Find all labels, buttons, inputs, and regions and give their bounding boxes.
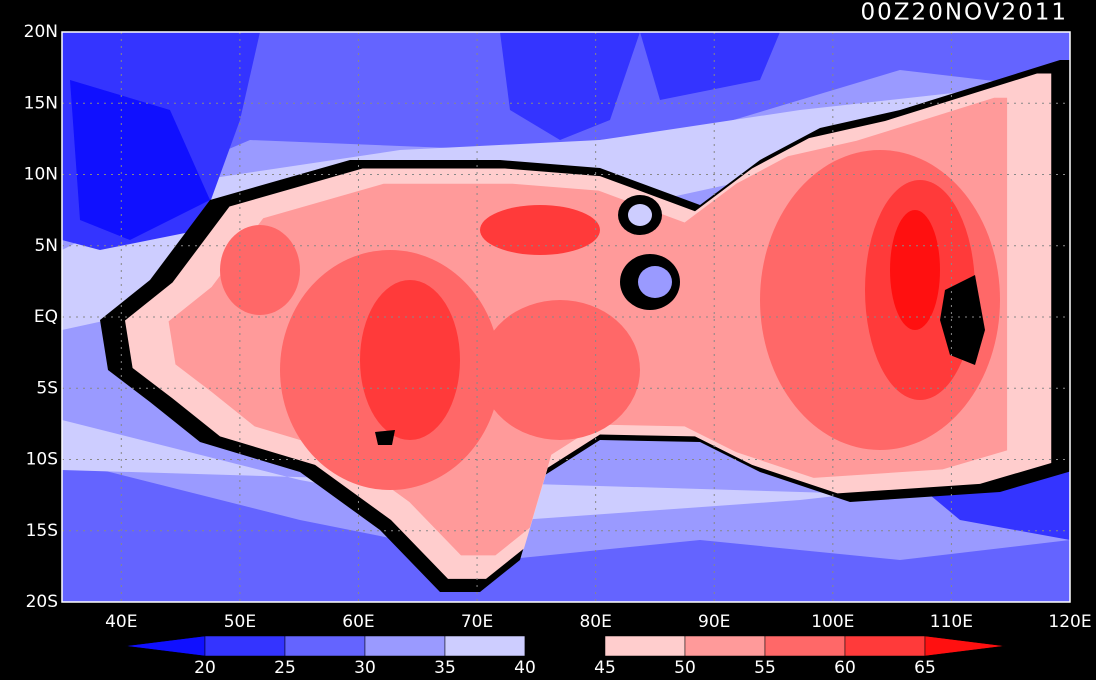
colorbar-segment — [204, 635, 286, 657]
y-tick-label: 20N — [24, 22, 58, 42]
colorbar-segment — [524, 635, 606, 657]
x-tick-label: 120E — [1048, 612, 1091, 632]
y-tick-label: 5S — [36, 378, 58, 398]
colorbar-label: 30 — [354, 658, 376, 678]
y-tick-label: 15N — [24, 93, 58, 113]
contour-region — [62, 420, 1070, 520]
colorbar-segment — [764, 635, 846, 657]
colorbar-label: 55 — [754, 658, 776, 678]
x-tick-label: 40E — [105, 612, 137, 632]
y-tick-label: EQ — [34, 307, 58, 327]
colorbar-segment — [284, 635, 366, 657]
contour-region — [220, 225, 300, 315]
y-tick-label: 10S — [26, 450, 58, 470]
colorbar-label: 20 — [194, 658, 216, 678]
colorbar-label: 25 — [274, 658, 296, 678]
colorbar-segment — [444, 635, 526, 657]
colorbar-segment — [924, 635, 1006, 657]
x-tick-label: 110E — [930, 612, 973, 632]
map-title: 00Z20NOV2011 — [861, 0, 1068, 26]
contour-region — [360, 280, 460, 440]
y-tick-label: 10N — [24, 165, 58, 185]
colorbar-label: 35 — [434, 658, 456, 678]
x-tick-label: 70E — [461, 612, 493, 632]
x-tick-label: 80E — [579, 612, 611, 632]
x-tick-label: 90E — [698, 612, 730, 632]
contour-region — [500, 32, 640, 140]
colorbar-label: 65 — [914, 658, 936, 678]
x-tick-label: 60E — [342, 612, 374, 632]
axes: 40E 50E 60E 70E 80E 90E 100E 110E 120E 20N 15N 10N 5… — [24, 22, 1092, 632]
contour-region — [62, 460, 1070, 602]
colorbar-label: 45 — [594, 658, 616, 678]
y-tick-label: 20S — [26, 592, 58, 612]
contour-region — [70, 80, 210, 240]
contour-region — [480, 300, 640, 440]
colorbar-label: 40 — [514, 658, 536, 678]
x-tick-label: 100E — [811, 612, 854, 632]
colorbar-segment — [124, 635, 206, 657]
colorbar-label: 50 — [674, 658, 696, 678]
colorbar-segment — [604, 635, 686, 657]
y-tick-label: 15S — [26, 521, 58, 541]
colorbar-segment — [844, 635, 926, 657]
contour-region — [638, 266, 672, 298]
contour-region — [375, 430, 395, 445]
contour-region — [890, 210, 940, 330]
contour-region — [480, 205, 600, 255]
colorbar-segment — [684, 635, 766, 657]
contour-region — [940, 275, 985, 365]
colorbar-segment — [364, 635, 446, 657]
plot-frame — [61, 31, 1071, 603]
colorbar-label: 60 — [834, 658, 856, 678]
contour-region — [628, 204, 652, 226]
x-tick-label: 50E — [224, 612, 256, 632]
contour-region — [640, 32, 780, 100]
y-tick-label: 5N — [34, 236, 58, 256]
